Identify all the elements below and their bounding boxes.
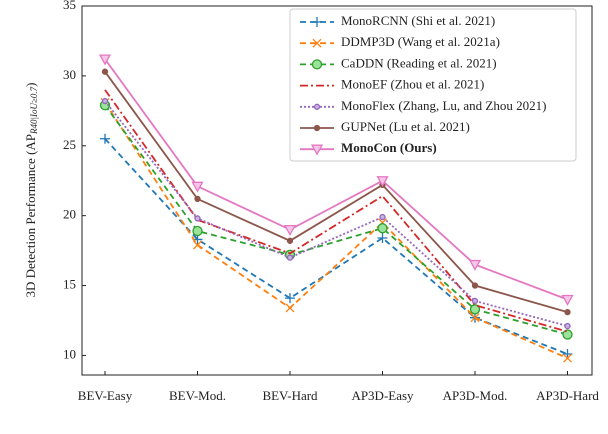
marker (471, 282, 479, 289)
x-tick-label: AP3D-Easy (351, 388, 414, 403)
marker (313, 124, 321, 132)
legend-label: MonoEF (Zhou et al. 2021) (341, 77, 484, 92)
marker (286, 237, 294, 244)
plot-frame (81, 5, 593, 376)
y-axis-label: 3D Detection Performance (APR40|IoU≥0.7) (23, 82, 39, 297)
y-tick-label: 20 (63, 207, 76, 222)
marker (193, 240, 202, 250)
marker (285, 303, 295, 313)
legend-label: DDMP3D (Wang et al. 2021a) (341, 34, 500, 49)
y-tick-label: 10 (63, 346, 76, 361)
marker (191, 181, 204, 193)
marker (101, 97, 109, 105)
marker (194, 195, 201, 203)
marker (469, 304, 481, 315)
marker (312, 17, 322, 27)
x-tick-label: AP3D-Mod. (443, 388, 508, 403)
marker (101, 68, 109, 75)
y-tick-label: 30 (63, 67, 76, 82)
series-line (104, 58, 568, 301)
y-tick-label: 35 (63, 0, 76, 12)
marker (471, 297, 479, 305)
marker (562, 329, 573, 340)
marker (194, 215, 201, 222)
marker (312, 38, 322, 48)
y-tick-label: 25 (63, 137, 76, 152)
legend-label: MonoFlex (Zhang, Lu, and Zhou 2021) (341, 98, 546, 113)
series-line (104, 100, 568, 327)
marker (376, 176, 389, 188)
marker (561, 294, 574, 306)
x-tick-label: BEV-Mod. (169, 388, 226, 403)
marker (310, 144, 324, 156)
series-line (104, 71, 568, 313)
y-tick-label: 15 (63, 277, 76, 292)
y-label-main: 3D Detection Performance (AP (23, 134, 38, 298)
legend-label: GUPNet (Lu et al. 2021) (341, 119, 470, 134)
x-tick-label: BEV-Easy (78, 388, 133, 403)
legend-box (289, 8, 577, 162)
marker (470, 313, 480, 323)
marker (100, 133, 110, 144)
y-label-end: ) (23, 82, 38, 86)
marker (311, 59, 323, 70)
legend-label: MonoCon (Ours) (341, 140, 437, 155)
x-tick-label: AP3D-Hard (536, 388, 599, 403)
marker (283, 224, 297, 236)
marker (377, 223, 388, 234)
marker (563, 353, 572, 363)
series-line (104, 101, 568, 360)
marker (564, 308, 571, 316)
legend-label: CaDDN (Reading et al. 2021) (341, 55, 497, 70)
marker (98, 54, 112, 66)
marker (564, 322, 571, 330)
marker (468, 259, 482, 271)
x-tick-label: BEV-Hard (262, 388, 318, 403)
marker (285, 293, 295, 304)
marker (379, 213, 386, 221)
marker (377, 233, 388, 244)
legend-label: MonoRCNN (Shi et al. 2021) (341, 13, 495, 28)
y-label-sub: R40|IoU≥0.7 (29, 86, 39, 135)
marker (286, 254, 294, 261)
series-line (104, 138, 568, 355)
series-line (104, 104, 568, 336)
marker (192, 225, 203, 237)
marker (313, 103, 321, 110)
